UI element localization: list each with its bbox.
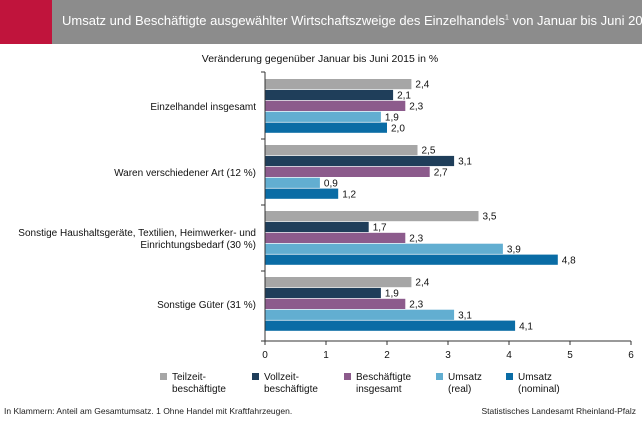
- bar-2-4: [265, 287, 381, 299]
- category-label: Einrichtungsbedarf (30 %): [140, 240, 256, 251]
- bar-4-1: [265, 111, 381, 122]
- data-label: 4,8: [562, 255, 576, 266]
- bar-1-3: [265, 211, 479, 222]
- x-tick-label: 5: [567, 350, 573, 361]
- bar-5-2: [265, 188, 339, 199]
- data-label: 1,9: [385, 112, 399, 123]
- chart-title-rest: von Januar bis Juni 2016: [512, 13, 642, 28]
- data-label: 2,3: [409, 234, 423, 245]
- legend-label: Umsatz: [448, 372, 482, 383]
- x-tick-label: 6: [628, 350, 634, 361]
- category-label: Sonstige Haushaltsgeräte, Textilien, Hei…: [18, 228, 256, 239]
- x-tick-label: 3: [445, 350, 451, 361]
- bar-2-3: [265, 221, 369, 233]
- bar-5-3: [265, 254, 558, 265]
- legend-label: Teilzeit-: [172, 372, 206, 383]
- legend-swatch-5: [506, 373, 513, 380]
- legend-label: Beschäftigte: [356, 372, 411, 383]
- bar-4-4: [265, 309, 455, 320]
- data-label: 1,2: [342, 189, 356, 200]
- data-label: 2,3: [409, 102, 423, 113]
- bar-4-3: [265, 243, 503, 254]
- bar-3-1: [265, 100, 406, 111]
- x-tick-label: 2: [384, 350, 390, 361]
- data-label: 1,7: [373, 223, 387, 234]
- x-tick-label: 4: [506, 350, 512, 361]
- header-accent: [0, 0, 52, 44]
- data-label: 0,9: [324, 178, 338, 189]
- legend-label: Vollzeit-: [264, 372, 299, 383]
- data-label: 2,4: [415, 80, 429, 91]
- chart-title-footnote-mark: 1: [504, 14, 509, 22]
- chart-title: Umsatz und Beschäftigte ausgewählter Wir…: [62, 13, 642, 28]
- legend-swatch-2: [252, 373, 259, 380]
- legend-label: beschäftigte: [264, 384, 318, 395]
- x-tick-label: 1: [323, 350, 329, 361]
- data-label: 3,1: [458, 157, 472, 168]
- bar-3-3: [265, 232, 406, 243]
- footnote: In Klammern: Anteil am Gesamtumsatz. 1 O…: [4, 406, 293, 416]
- category-label: Waren verschiedener Art (12 %): [114, 168, 256, 179]
- legend-label: beschäftigte: [172, 384, 226, 395]
- bar-1-1: [265, 79, 412, 90]
- bar-3-2: [265, 166, 430, 177]
- bar-chart: Veränderung gegenüber Januar bis Juni 20…: [18, 53, 634, 395]
- header-bar: Umsatz und Beschäftigte ausgewählter Wir…: [0, 0, 642, 44]
- chart-title-main: Umsatz und Beschäftigte ausgewählter Wir…: [62, 13, 505, 28]
- bar-2-2: [265, 155, 455, 167]
- bar-1-4: [265, 277, 412, 288]
- data-label: 2,3: [409, 300, 423, 311]
- data-label: 2,7: [434, 168, 448, 179]
- legend-label: (real): [448, 384, 471, 395]
- bar-5-1: [265, 122, 387, 133]
- chart-subtitle: Veränderung gegenüber Januar bis Juni 20…: [202, 53, 438, 65]
- legend-label: insgesamt: [356, 384, 402, 395]
- data-label: 1,9: [385, 289, 399, 300]
- data-label: 3,5: [483, 212, 497, 223]
- bar-3-4: [265, 298, 406, 309]
- category-label: Einzelhandel insgesamt: [150, 102, 256, 113]
- data-label: 3,1: [458, 310, 472, 321]
- data-label: 2,5: [422, 146, 436, 157]
- bar-4-2: [265, 177, 320, 188]
- bar-1-2: [265, 145, 418, 156]
- data-label: 2,1: [397, 91, 411, 102]
- bar-5-4: [265, 320, 516, 331]
- source-note: Statistisches Landesamt Rheinland-Pfalz: [481, 406, 637, 416]
- legend-label: (nominal): [518, 384, 560, 395]
- bar-2-1: [265, 89, 394, 101]
- data-label: 3,9: [507, 244, 521, 255]
- legend-swatch-3: [344, 373, 351, 380]
- data-label: 4,1: [519, 321, 533, 332]
- legend-swatch-4: [436, 373, 443, 380]
- legend-swatch-1: [160, 373, 167, 380]
- x-tick-label: 0: [262, 350, 268, 361]
- data-label: 2,0: [391, 123, 405, 134]
- data-label: 2,4: [415, 278, 429, 289]
- category-label: Sonstige Güter (31 %): [157, 300, 256, 311]
- legend-label: Umsatz: [518, 372, 552, 383]
